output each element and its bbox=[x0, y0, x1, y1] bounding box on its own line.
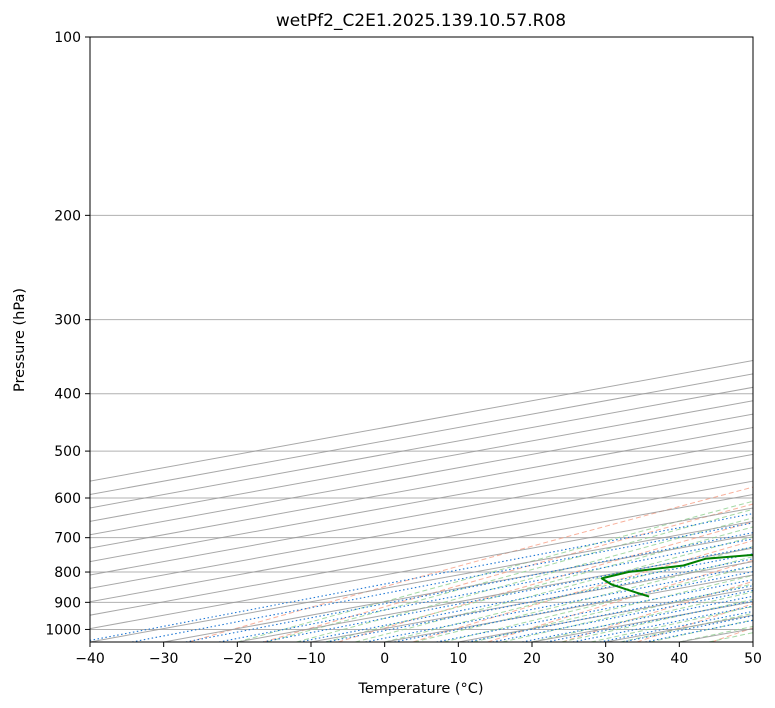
x-tick-label: −10 bbox=[296, 651, 326, 667]
temperature-line bbox=[762, 37, 775, 597]
isotherm-line bbox=[90, 507, 753, 630]
isotherm-line bbox=[90, 453, 753, 576]
mixing-ratio-line bbox=[185, 532, 753, 642]
x-tick-label: 0 bbox=[380, 651, 389, 667]
y-axis-label: Pressure (hPa) bbox=[12, 288, 28, 392]
isotherm-line bbox=[90, 440, 753, 563]
isotherm-line bbox=[90, 480, 753, 603]
isotherm-line bbox=[90, 400, 753, 522]
moist-adiabat bbox=[708, 632, 753, 642]
y-tick-label: 500 bbox=[54, 444, 81, 460]
mixing-ratio-line bbox=[467, 585, 753, 642]
isotherm-line bbox=[458, 587, 753, 642]
dry-adiabat bbox=[338, 521, 753, 642]
mixing-ratio-line bbox=[131, 522, 753, 642]
x-tick-label: 50 bbox=[744, 651, 762, 667]
isotherm-line bbox=[90, 386, 753, 509]
moist-adiabat bbox=[561, 598, 753, 642]
mixing-ratio-line bbox=[262, 546, 753, 642]
y-tick-label: 700 bbox=[54, 531, 81, 547]
y-tick-label: 200 bbox=[54, 208, 81, 224]
x-tick-label: 20 bbox=[523, 651, 541, 667]
isotherm-line bbox=[90, 427, 753, 549]
moist-adiabat bbox=[325, 526, 753, 642]
moist-adiabat bbox=[502, 583, 753, 642]
moist-adiabat bbox=[443, 565, 753, 642]
isotherm-line bbox=[90, 359, 753, 482]
moist-adiabat bbox=[679, 625, 753, 642]
dry-adiabat bbox=[562, 580, 753, 642]
isotherm-line bbox=[310, 561, 753, 642]
y-tick-label: 300 bbox=[54, 313, 81, 329]
isotherm-line bbox=[90, 373, 753, 496]
isotherm-line bbox=[90, 494, 753, 616]
x-axis-label: Temperature (°C) bbox=[357, 681, 483, 697]
plot-frame bbox=[89, 36, 754, 643]
mixing-ratio-line bbox=[572, 605, 753, 642]
x-tick-label: 10 bbox=[449, 651, 467, 667]
mixing-ratio-line bbox=[394, 571, 753, 642]
dry-adiabat bbox=[412, 540, 753, 642]
y-tick-label: 600 bbox=[54, 491, 81, 507]
dry-adiabat bbox=[711, 627, 753, 642]
moist-adiabat bbox=[590, 606, 753, 642]
y-tick-label: 800 bbox=[54, 565, 81, 581]
mixing-ratio-line bbox=[492, 589, 753, 642]
isotherm-line bbox=[237, 547, 753, 642]
moist-adiabat bbox=[266, 508, 753, 642]
y-tick-label: 1000 bbox=[45, 622, 81, 638]
moist-adiabat bbox=[472, 574, 753, 642]
chart-title: wetPf2_C2E1.2025.139.10.57.R08 bbox=[276, 11, 566, 31]
x-tick-label: −40 bbox=[75, 651, 105, 667]
isotherm-line bbox=[90, 467, 753, 589]
moist-adiabat bbox=[649, 619, 753, 642]
moist-adiabat bbox=[296, 517, 753, 642]
isotherm-line bbox=[90, 413, 753, 536]
moist-adiabat bbox=[384, 546, 753, 642]
moist-adiabat bbox=[355, 536, 753, 642]
y-tick-label: 100 bbox=[54, 30, 81, 46]
isotherm-line bbox=[679, 628, 753, 642]
moist-adiabat bbox=[237, 500, 753, 642]
dewpoint-line bbox=[600, 553, 753, 598]
x-tick-label: 40 bbox=[670, 651, 688, 667]
y-tick-label: 900 bbox=[54, 595, 81, 611]
mixing-ratio-line bbox=[436, 579, 753, 642]
x-tick-label: 30 bbox=[597, 651, 615, 667]
mixing-ratio-line bbox=[365, 565, 753, 642]
isotherm-line bbox=[90, 520, 753, 642]
x-tick-label: −30 bbox=[149, 651, 179, 667]
mixing-ratio-line bbox=[90, 513, 753, 641]
moist-adiabat bbox=[413, 556, 753, 642]
isotherm-line bbox=[752, 641, 753, 642]
y-tick-label: 400 bbox=[54, 387, 81, 403]
isotherm-line bbox=[163, 534, 753, 642]
x-tick-label: −20 bbox=[223, 651, 253, 667]
